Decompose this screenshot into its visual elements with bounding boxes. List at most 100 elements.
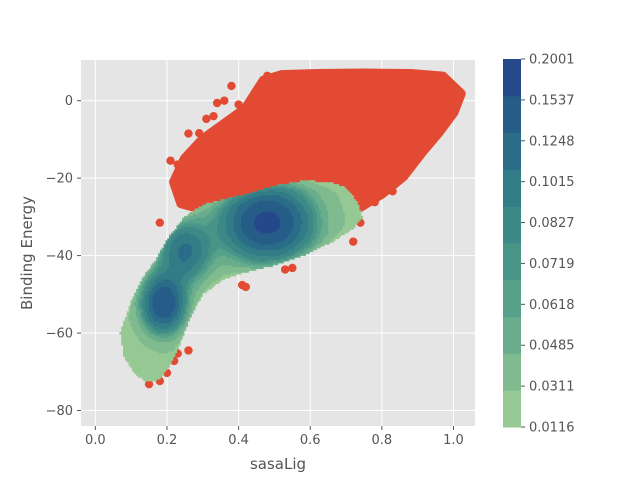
density-cell [211, 217, 214, 221]
density-cell [141, 360, 144, 363]
density-cell [169, 317, 172, 320]
density-cell [279, 244, 283, 247]
density-cell [285, 251, 288, 254]
density-cell [174, 322, 178, 326]
density-cell [281, 240, 284, 243]
density-cell [336, 225, 340, 228]
density-cell [167, 268, 170, 271]
scatter-point [452, 94, 462, 104]
density-cell [147, 358, 150, 361]
density-cell [124, 332, 128, 335]
density-cell [290, 204, 294, 208]
density-cell [342, 210, 345, 213]
density-cell [189, 234, 192, 238]
density-cell [334, 234, 338, 238]
density-cell [274, 187, 277, 191]
density-cell [294, 238, 297, 241]
density-cell [211, 255, 214, 258]
density-cell [193, 285, 196, 288]
density-cell [325, 234, 329, 238]
density-cell [167, 354, 170, 357]
density-cell [296, 215, 299, 219]
density-cell [207, 234, 211, 238]
density-cell [213, 212, 216, 215]
density-cell [198, 221, 202, 225]
density-cell [357, 214, 360, 217]
density-cell [325, 193, 329, 196]
density-cell [255, 242, 259, 245]
density-cell [126, 341, 130, 344]
density-cell [148, 345, 152, 348]
density-cell [178, 260, 181, 264]
density-cell [121, 330, 124, 333]
density-cell [351, 199, 354, 202]
density-cell [204, 264, 207, 268]
density-cell [193, 277, 196, 281]
density-cell [154, 371, 157, 374]
density-cell [312, 225, 316, 228]
density-cell [237, 268, 240, 271]
density-cell [198, 298, 202, 301]
density-cell [196, 212, 200, 215]
density-cell [152, 365, 155, 369]
density-cell [143, 363, 146, 367]
density-cell [237, 214, 240, 217]
density-cell [198, 290, 202, 294]
density-cell [228, 258, 231, 262]
density-cell [174, 307, 178, 311]
density-cell [261, 189, 264, 193]
density-cell [329, 223, 332, 226]
density-cell [296, 182, 299, 185]
density-cell [329, 187, 332, 191]
density-cell [316, 242, 319, 245]
density-cell [209, 217, 213, 221]
density-cell [237, 204, 240, 208]
density-cell [298, 230, 301, 234]
density-cell [183, 264, 187, 268]
density-cell [336, 184, 340, 187]
density-cell [274, 255, 277, 258]
density-cell [137, 305, 141, 309]
density-cell [165, 326, 168, 329]
density-cell [281, 244, 284, 247]
density-cell [148, 378, 152, 382]
density-cell [189, 313, 192, 316]
density-cell [334, 208, 338, 211]
density-cell [178, 230, 181, 234]
density-cell [239, 206, 242, 210]
scatter-point [202, 114, 211, 124]
density-cell [163, 279, 167, 283]
density-cell [220, 204, 224, 208]
density-cell [292, 225, 295, 228]
density-cell [303, 180, 307, 183]
density-cell [141, 335, 144, 339]
density-cell [141, 313, 144, 316]
density-cell [193, 238, 196, 241]
density-cell [198, 242, 202, 245]
density-cell [132, 341, 135, 344]
density-cell [135, 333, 139, 337]
density-cell [281, 191, 284, 195]
density-cell [130, 328, 133, 331]
density-cell [178, 227, 181, 230]
density-cell [237, 208, 240, 211]
density-cell [347, 195, 351, 198]
density-cell [336, 234, 340, 238]
density-cell [322, 240, 325, 243]
density-cell [141, 326, 144, 329]
density-cell [150, 290, 154, 294]
density-cell [148, 324, 152, 327]
density-cell [303, 219, 307, 223]
density-cell [220, 268, 224, 271]
density-cell [209, 247, 213, 251]
density-cell [296, 232, 299, 236]
density-cell [154, 350, 157, 354]
density-cell [252, 202, 255, 206]
density-cell [333, 187, 336, 191]
density-cell [170, 317, 174, 320]
density-cell [174, 253, 178, 256]
density-cell [316, 238, 319, 241]
density-cell [128, 352, 132, 356]
density-cell [353, 199, 356, 202]
